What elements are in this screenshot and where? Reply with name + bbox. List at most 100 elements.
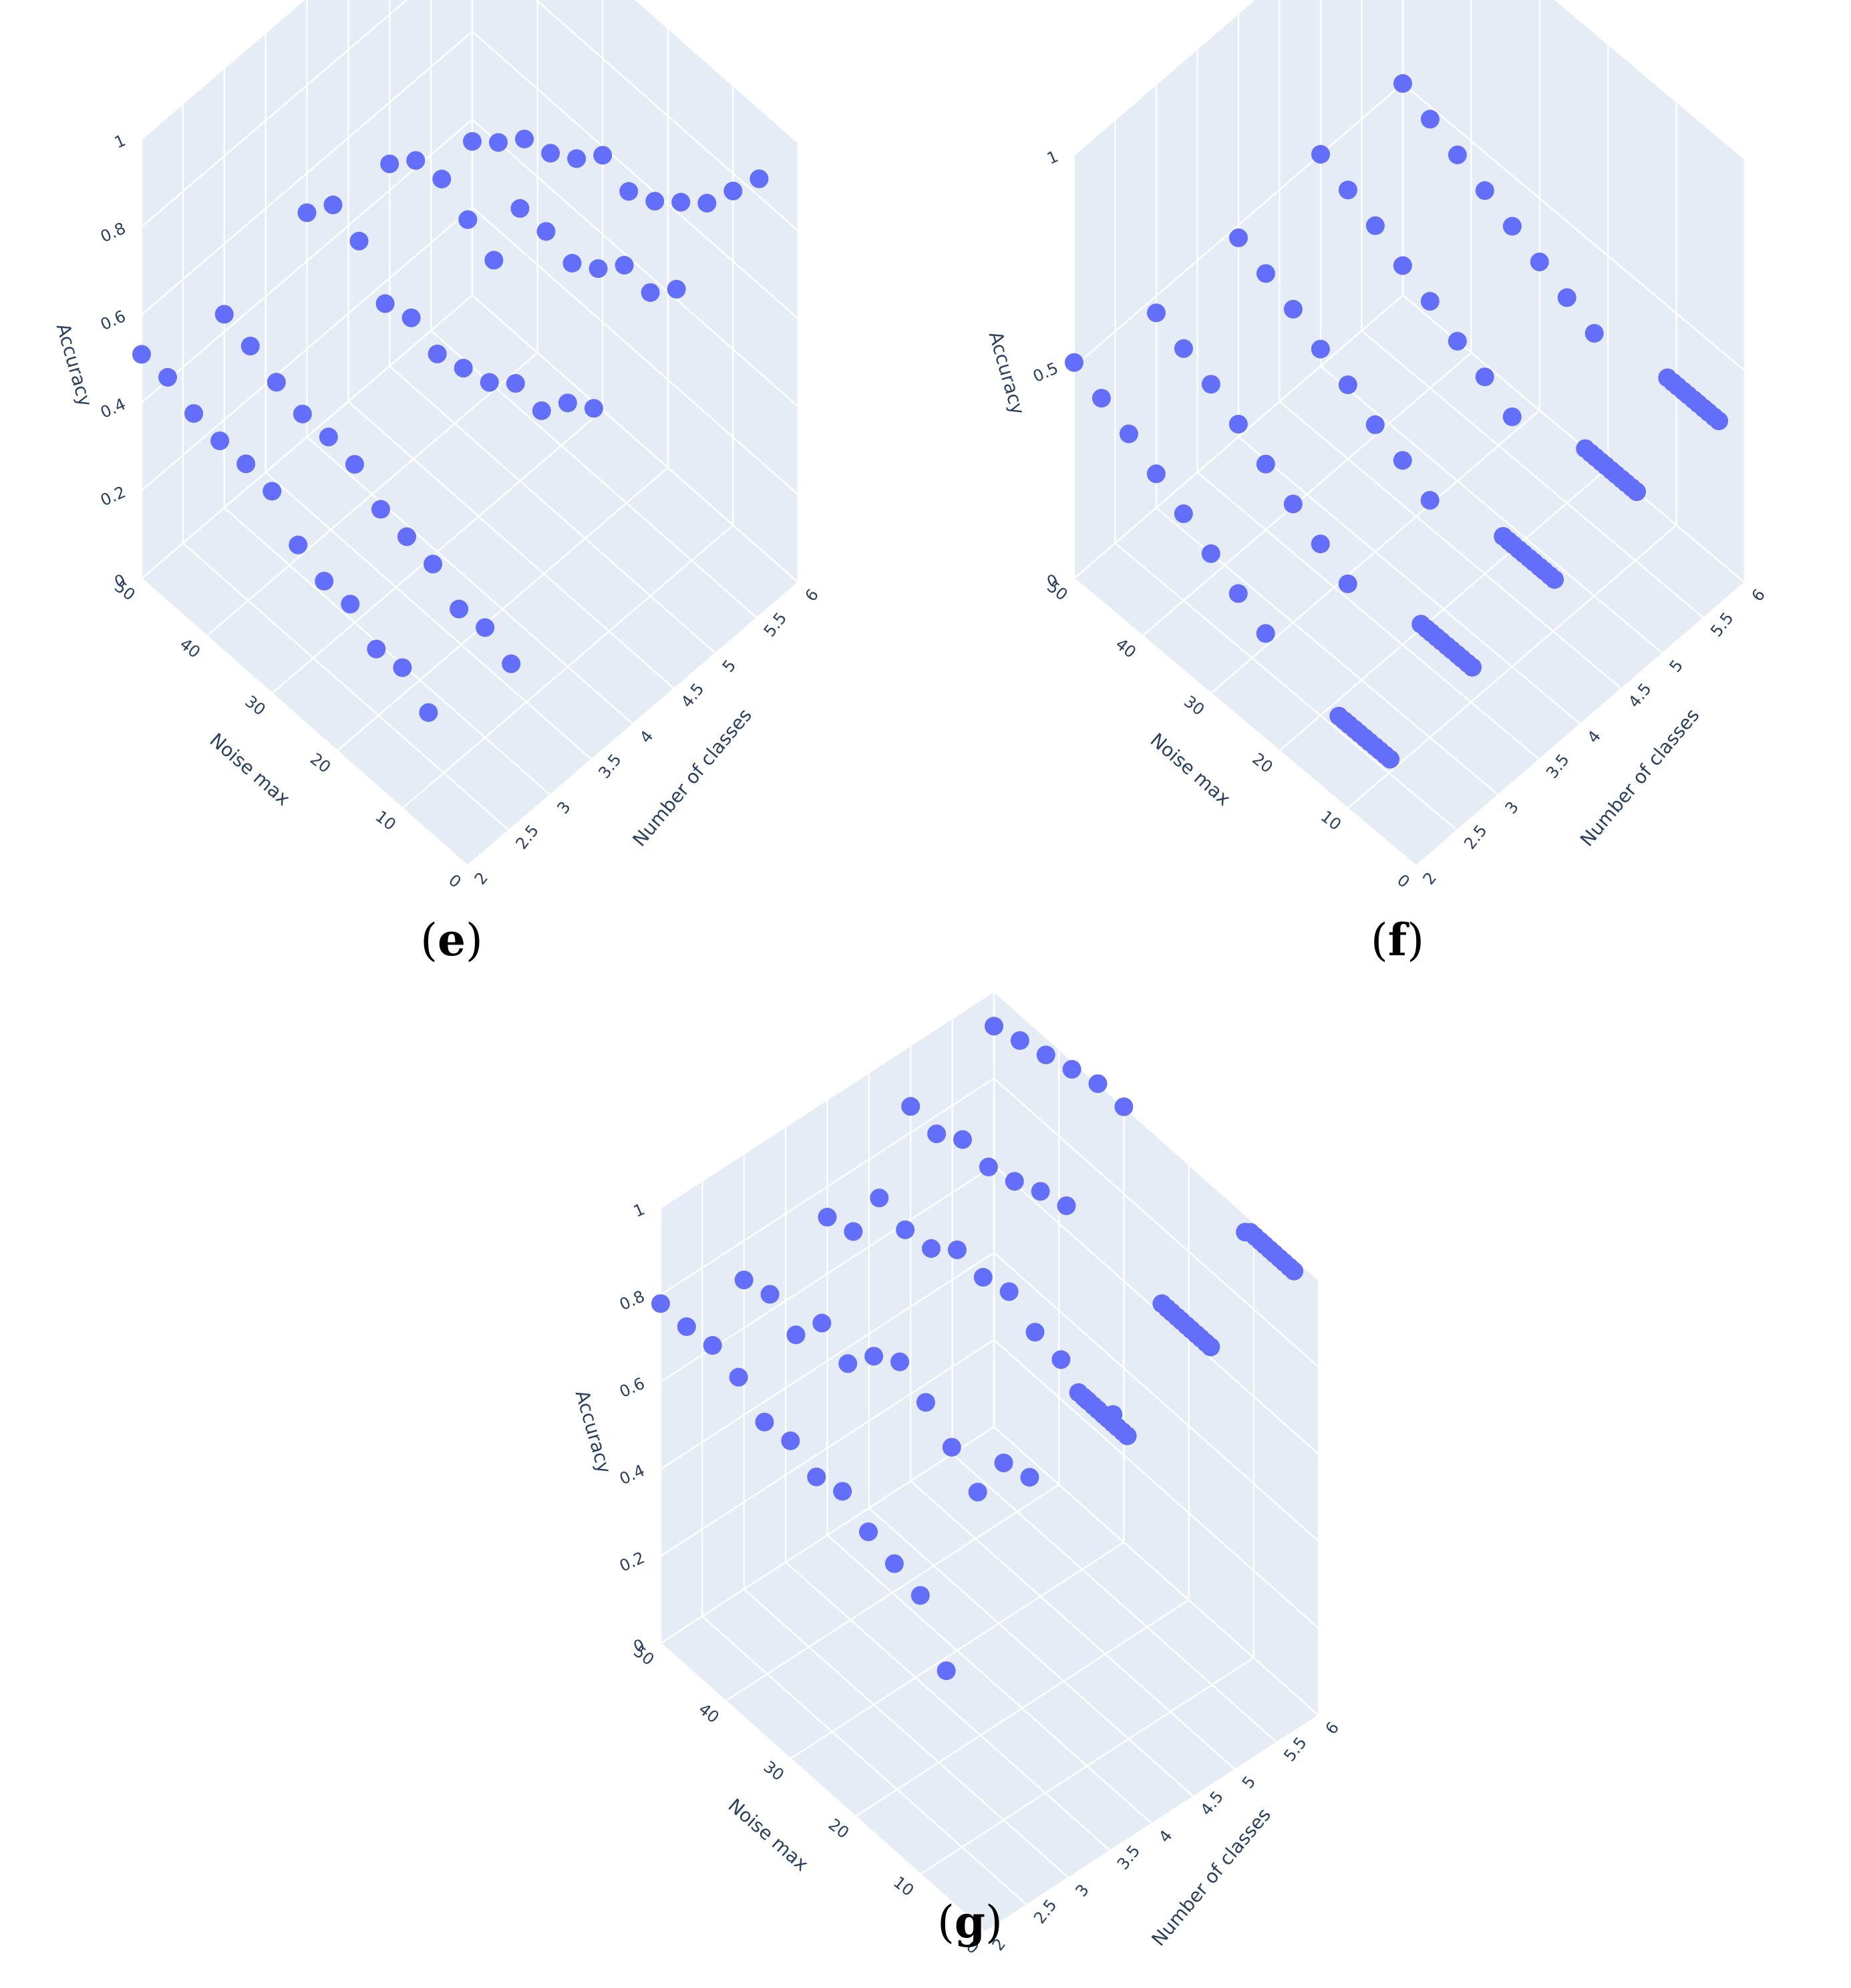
x-tick-label: 20 bbox=[1248, 750, 1276, 777]
data-point bbox=[393, 658, 412, 677]
gridline bbox=[1073, 295, 1403, 579]
x-axis-title: Noise max bbox=[206, 729, 295, 810]
data-point bbox=[1420, 110, 1440, 129]
data-point bbox=[1709, 411, 1729, 431]
data-point bbox=[1201, 375, 1220, 394]
data-point bbox=[844, 1222, 863, 1241]
data-point bbox=[214, 305, 234, 324]
gridline bbox=[701, 1615, 1028, 1906]
data-point bbox=[838, 1354, 858, 1373]
caption-f: (f) bbox=[1371, 914, 1424, 966]
data-point bbox=[263, 482, 282, 501]
data-point bbox=[184, 403, 204, 423]
data-point bbox=[588, 259, 608, 279]
x-tick-label: 10 bbox=[372, 807, 399, 834]
gridline bbox=[1361, 330, 1705, 619]
data-point bbox=[1091, 389, 1111, 408]
gridline bbox=[660, 1252, 995, 1470]
x-tick-label: 40 bbox=[695, 1699, 722, 1727]
data-point bbox=[371, 500, 390, 519]
data-point bbox=[1174, 339, 1193, 358]
z-tick-label: 0.4 bbox=[98, 395, 128, 422]
x-tick-label: 0 bbox=[445, 870, 464, 891]
data-point bbox=[968, 1482, 987, 1502]
data-point bbox=[1393, 451, 1412, 470]
data-point bbox=[1338, 180, 1357, 200]
z-tick-label: 0.4 bbox=[617, 1461, 647, 1488]
data-point bbox=[1283, 494, 1303, 514]
data-point bbox=[870, 1188, 889, 1208]
y-tick-label: 5 bbox=[1238, 1772, 1259, 1792]
data-point bbox=[985, 1017, 1003, 1036]
data-point bbox=[994, 1453, 1013, 1472]
caption-g: (g) bbox=[937, 1896, 1003, 1948]
y-tick-label: 3.5 bbox=[1542, 750, 1573, 782]
gridline bbox=[951, 1453, 1278, 1744]
data-point bbox=[349, 231, 369, 251]
data-point bbox=[458, 210, 478, 229]
data-point bbox=[267, 373, 286, 392]
gridline bbox=[660, 1078, 995, 1296]
data-point bbox=[942, 1438, 961, 1457]
data-point bbox=[645, 192, 665, 211]
caption-e: (e) bbox=[420, 914, 483, 966]
gridline bbox=[1402, 83, 1745, 371]
z-tick-label: 0.8 bbox=[617, 1287, 647, 1314]
data-point bbox=[319, 428, 338, 447]
data-point bbox=[1627, 482, 1647, 502]
data-point bbox=[1031, 1182, 1050, 1201]
data-point bbox=[896, 1220, 915, 1239]
data-point bbox=[1010, 1031, 1029, 1050]
data-point bbox=[1530, 253, 1549, 272]
data-point bbox=[677, 1317, 696, 1336]
y-tick-label: 3.5 bbox=[595, 750, 625, 782]
z-axis-title: Accuracy bbox=[52, 321, 97, 409]
gridline bbox=[1238, 436, 1581, 725]
y-tick-label: 5.5 bbox=[1707, 609, 1737, 640]
data-point bbox=[1174, 504, 1193, 524]
y-tick-label: 4 bbox=[636, 727, 657, 746]
data-point bbox=[734, 1271, 753, 1290]
chart-panel-e: 0 10 20 30 40 50 2 2.5 3 3.5 4 4.5 5 5.5 6 0 0.2 0.4 0.6 0.… bbox=[0, 0, 925, 989]
data-point bbox=[1338, 574, 1357, 593]
data-point bbox=[345, 455, 364, 474]
data-point bbox=[729, 1367, 748, 1387]
y-tick-label: 5 bbox=[719, 656, 739, 675]
data-point bbox=[367, 639, 386, 659]
data-point bbox=[697, 194, 717, 213]
data-point bbox=[536, 222, 556, 241]
y-tick-label: 5.5 bbox=[760, 609, 791, 640]
data-point bbox=[297, 203, 317, 222]
data-point bbox=[1448, 145, 1467, 164]
z-axis-title: Accuracy bbox=[571, 1387, 616, 1476]
data-point bbox=[1283, 299, 1303, 319]
data-point bbox=[1475, 181, 1494, 200]
data-point bbox=[210, 431, 230, 450]
gridline bbox=[141, 578, 468, 866]
data-point bbox=[1119, 424, 1138, 444]
y-tick-label: 6 bbox=[1748, 585, 1769, 605]
data-point bbox=[515, 130, 534, 149]
y-axis-title: Number of classes bbox=[1576, 704, 1704, 850]
data-point bbox=[671, 192, 691, 212]
data-point bbox=[1256, 624, 1275, 643]
data-point bbox=[818, 1208, 837, 1227]
z-tick-label: 0.6 bbox=[98, 307, 128, 334]
data-point bbox=[1256, 454, 1275, 474]
gridline bbox=[223, 507, 551, 796]
data-point bbox=[341, 595, 360, 614]
data-point bbox=[323, 195, 343, 214]
data-point bbox=[1228, 584, 1248, 603]
data-point bbox=[419, 703, 438, 722]
data-point bbox=[293, 404, 312, 424]
x-tick-label: 0 bbox=[1393, 870, 1413, 891]
data-point bbox=[927, 1124, 947, 1144]
y-tick-label: 3 bbox=[1502, 798, 1522, 817]
z-tick-label: 0.6 bbox=[617, 1374, 647, 1401]
data-point bbox=[619, 182, 639, 201]
data-point bbox=[1025, 1323, 1045, 1342]
data-point bbox=[786, 1325, 806, 1345]
gridline bbox=[660, 990, 995, 1209]
data-point bbox=[1020, 1468, 1039, 1487]
